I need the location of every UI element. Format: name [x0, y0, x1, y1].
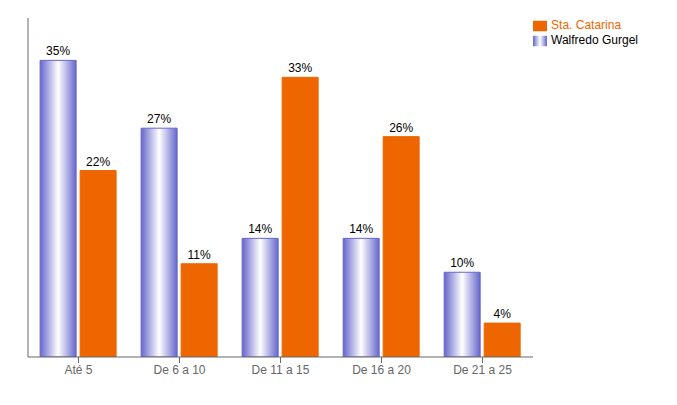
svg-text:11%: 11% [188, 248, 211, 262]
svg-text:De 6 a 10: De 6 a 10 [153, 363, 205, 377]
svg-text:14%: 14% [349, 222, 373, 236]
svg-text:4%: 4% [493, 307, 511, 321]
svg-text:10%: 10% [450, 256, 474, 270]
svg-text:De 21 a 25: De 21 a 25 [453, 363, 512, 377]
svg-text:27%: 27% [147, 112, 171, 126]
svg-text:Até 5: Até 5 [64, 363, 92, 377]
svg-text:22%: 22% [86, 155, 110, 169]
svg-text:26%: 26% [389, 121, 413, 135]
svg-text:De 16 a 20: De 16 a 20 [352, 363, 411, 377]
svg-text:De 11 a 15: De 11 a 15 [252, 363, 310, 377]
svg-text:14%: 14% [248, 222, 272, 236]
svg-text:33%: 33% [288, 61, 312, 75]
html-text:Sta. Catarina: Sta. Catarina [551, 18, 622, 32]
svg-text:35%: 35% [46, 44, 70, 58]
html-text:Walfredo Gurgel: Walfredo Gurgel [551, 32, 638, 47]
